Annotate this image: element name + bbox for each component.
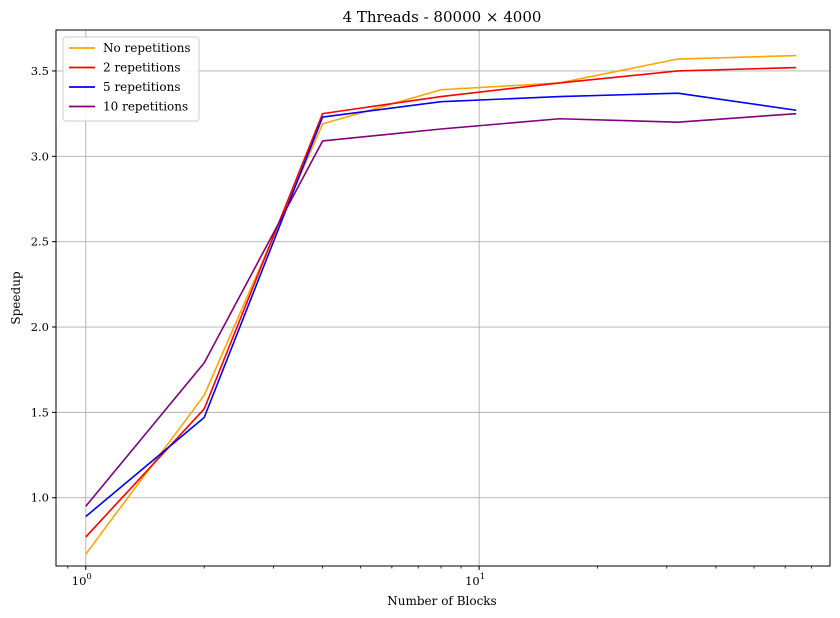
series-line-1: [85, 54, 797, 555]
series-line-4: [85, 112, 797, 507]
x-tick-label: 101: [465, 572, 485, 588]
series-lines: [85, 54, 797, 555]
y-tick-label: 2.0: [31, 320, 49, 334]
x-tick-label: 100: [72, 572, 92, 588]
legend-label: No repetitions: [103, 41, 191, 55]
y-axis-label: Speedup: [9, 271, 23, 325]
x-axis-label: Number of Blocks: [387, 594, 496, 608]
series-line-2: [85, 66, 797, 538]
legend-label: 10 repetitions: [103, 100, 188, 114]
y-tick-label: 3.0: [31, 149, 49, 163]
chart-title: 4 Threads - 80000 × 4000: [343, 8, 542, 26]
legend-label: 5 repetitions: [103, 80, 181, 94]
axis-ticks: 1.0 1.5 2.0 2.5 3.0 3.5 100 101: [31, 64, 812, 588]
y-tick-label: 1.5: [31, 405, 49, 419]
legend-box: [62, 36, 200, 122]
y-tick-label: 2.5: [31, 235, 49, 249]
y-tick-label: 3.5: [31, 64, 49, 78]
series-line-3: [85, 92, 797, 518]
legend: No repetitions 2 repetitions 5 repetitions…: [62, 36, 200, 122]
plot-area-frame: [55, 29, 831, 567]
legend-label: 2 repetitions: [103, 61, 181, 75]
y-tick-label: 1.0: [31, 491, 49, 505]
